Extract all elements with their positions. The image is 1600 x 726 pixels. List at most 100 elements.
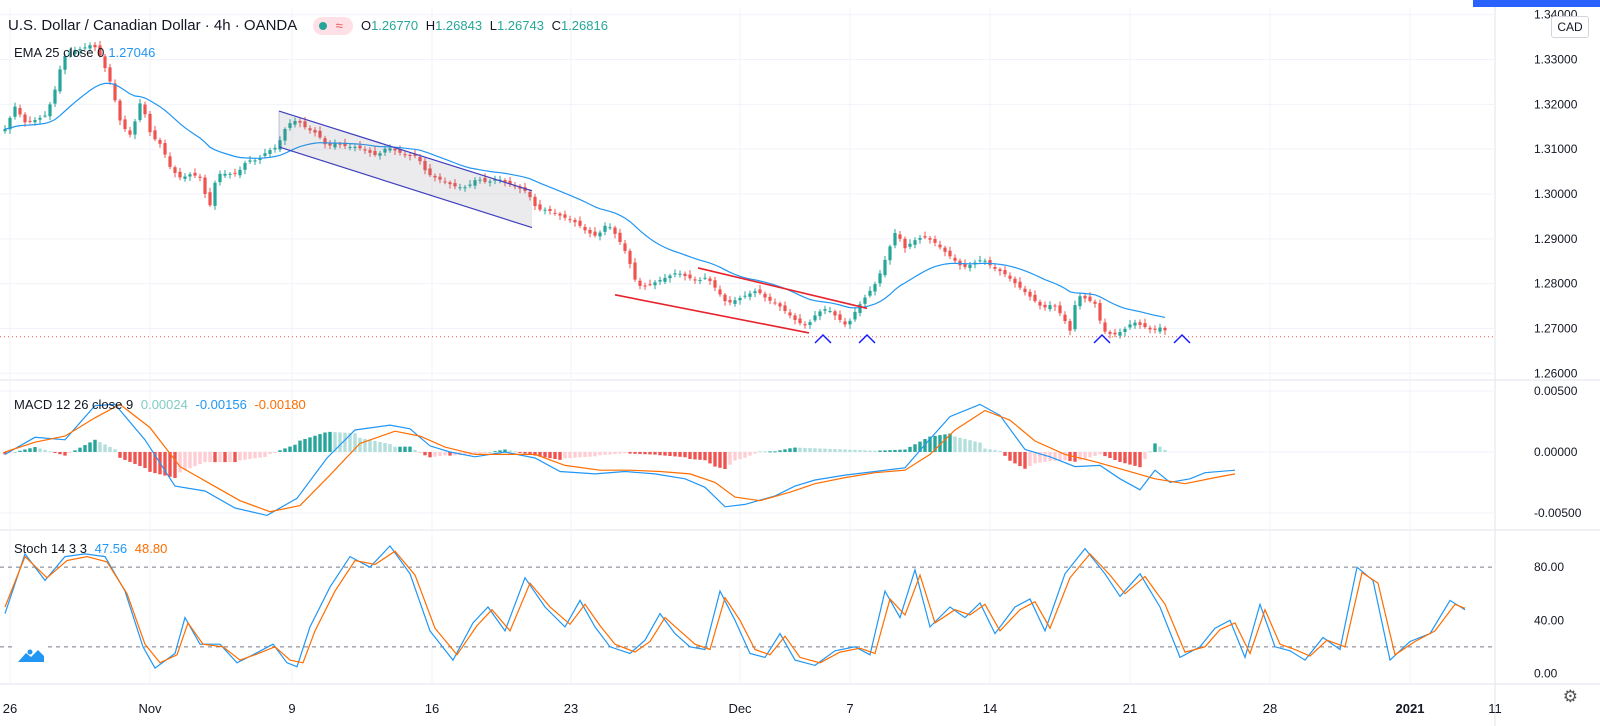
- macd-hist-bar: [908, 446, 912, 452]
- candle-body: [1128, 324, 1132, 328]
- macd-hist-bar: [388, 444, 392, 452]
- candle-body: [488, 181, 492, 183]
- candle-body: [98, 45, 102, 56]
- candle-body: [788, 312, 792, 316]
- candle-body: [223, 173, 227, 176]
- macd-hist-bar: [633, 451, 637, 454]
- candle-body: [173, 167, 177, 173]
- candle-body: [823, 309, 827, 311]
- candle-body: [408, 155, 412, 157]
- macd-hist-bar: [178, 451, 182, 473]
- macd-hist-bar: [103, 444, 107, 452]
- currency-button[interactable]: CAD: [1551, 16, 1589, 38]
- stoch-legend[interactable]: Stoch 14 3 3 47.56 48.80: [14, 541, 171, 556]
- macd-hist-bar: [893, 449, 897, 452]
- macd-signal-line: [4, 403, 1236, 513]
- candle-body: [353, 146, 357, 148]
- macd-hist-bar: [353, 433, 357, 452]
- candle-body: [1053, 305, 1057, 307]
- candle-body: [83, 47, 87, 49]
- market-open-icon: [319, 22, 328, 31]
- macd-hist-bar: [1163, 449, 1167, 452]
- macd-hist-bar: [578, 451, 582, 458]
- candle-body: [243, 163, 247, 170]
- x-tick-label: 14: [983, 701, 997, 716]
- candle-body: [1073, 305, 1077, 330]
- candle-body: [938, 244, 942, 248]
- ema-legend[interactable]: EMA 25 close 0 1.27046: [14, 45, 159, 60]
- candle-body: [588, 229, 592, 234]
- macd-hist-bar: [398, 446, 402, 452]
- symbol-title[interactable]: U.S. Dollar / Canadian Dollar · 4h · OAN…: [8, 17, 298, 34]
- macd-hist-bar: [483, 451, 487, 453]
- candle-body: [583, 226, 587, 231]
- candle-body: [148, 113, 152, 133]
- macd-hist-bar: [383, 443, 387, 452]
- macd-hist-bar: [1088, 451, 1092, 458]
- candle-body: [378, 153, 382, 156]
- macd-hist-bar: [273, 451, 277, 453]
- macd-hist-bar: [998, 450, 1002, 452]
- candle-body: [733, 300, 737, 304]
- candle-body: [288, 123, 292, 128]
- macd-hist-bar: [1108, 451, 1112, 459]
- candle-body: [578, 220, 582, 226]
- x-tick-label: Dec: [728, 701, 752, 716]
- macd-hist-bar: [328, 431, 332, 452]
- main-legend: U.S. Dollar / Canadian Dollar · 4h · OAN…: [8, 17, 616, 36]
- candle-body: [568, 219, 572, 221]
- candle-body: [698, 280, 702, 282]
- macd-hist-bar: [8, 451, 12, 454]
- candle-body: [713, 280, 717, 288]
- macd-hist-bar: [408, 446, 412, 452]
- macd-hist-bar: [443, 451, 447, 456]
- macd-tick-label: 0.00500: [1534, 384, 1578, 398]
- candle-body: [43, 115, 47, 117]
- candle-body: [603, 225, 607, 232]
- candle-body: [458, 187, 462, 189]
- candle-body: [1123, 328, 1127, 333]
- macd-hist-bar: [988, 449, 992, 452]
- macd-hist-bar: [138, 451, 142, 466]
- macd-hist-bar: [708, 451, 712, 464]
- status-pill[interactable]: ≈: [313, 17, 353, 36]
- candle-body: [463, 187, 467, 189]
- candle-body: [108, 67, 112, 82]
- candle-body: [123, 119, 127, 130]
- candle-body: [1038, 301, 1042, 306]
- macd-hist-bar: [1103, 451, 1107, 457]
- macd-hist-bar: [803, 447, 807, 452]
- candle-body: [553, 212, 557, 214]
- candle-body: [403, 154, 407, 156]
- candle-body: [863, 297, 867, 304]
- candle-body: [983, 260, 987, 262]
- tradingview-logo[interactable]: [14, 644, 46, 666]
- macd-hist-bar: [623, 451, 627, 454]
- candle-body: [493, 179, 497, 181]
- macd-hist-bar: [773, 451, 777, 453]
- macd-hist-bar: [1038, 451, 1042, 463]
- macd-hist-bar: [533, 451, 537, 456]
- macd-hist-bar: [593, 451, 597, 457]
- macd-hist-bar: [148, 451, 152, 472]
- stoch-d-line: [4, 550, 1466, 664]
- macd-legend[interactable]: MACD 12 26 close 9 0.00024 -0.00156 -0.0…: [14, 397, 310, 412]
- macd-hist-bar: [783, 449, 787, 452]
- top-toolbar-tab[interactable]: [1473, 0, 1600, 7]
- macd-hist-bar: [188, 451, 192, 469]
- y-tick-label: 1.30000: [1534, 187, 1578, 201]
- macd-hist-bar: [663, 451, 667, 456]
- macd-hist-bar: [423, 451, 427, 456]
- ema-value: 1.27046: [108, 45, 156, 60]
- candle-body: [953, 257, 957, 261]
- macd-hist-bar: [573, 451, 577, 458]
- candle-body: [843, 321, 847, 325]
- macd-hist-bar: [288, 446, 292, 452]
- macd-hist-bar: [818, 448, 822, 452]
- macd-hist-bar: [333, 432, 337, 452]
- settings-gear-icon[interactable]: ⚙: [1562, 687, 1578, 706]
- x-tick-label: 2021: [1396, 701, 1425, 716]
- macd-hist-bar: [838, 449, 842, 452]
- macd-hist-bar: [238, 451, 242, 461]
